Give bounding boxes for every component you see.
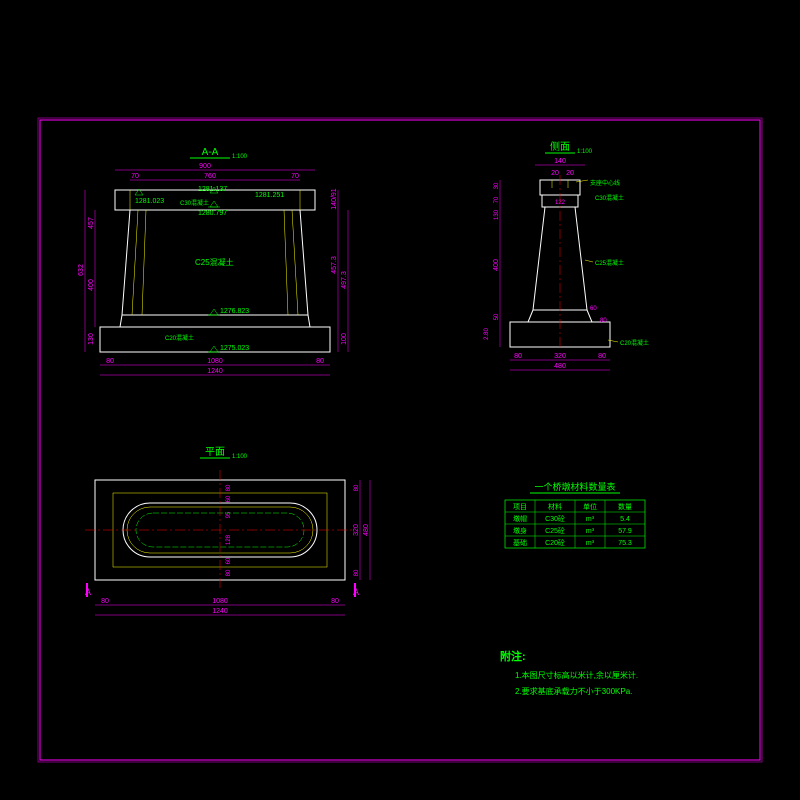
side-view-title: 侧面 [550, 140, 570, 153]
svg-text:80: 80 [354, 569, 360, 576]
svg-text:1:100: 1:100 [232, 454, 248, 460]
svg-text:70: 70 [291, 173, 299, 180]
svg-text:20: 20 [551, 170, 559, 177]
table-title: 一个桥墩材料数量表 [534, 481, 615, 492]
svg-text:457.3: 457.3 [331, 256, 338, 274]
svg-text:C30混凝土: C30混凝土 [180, 199, 209, 207]
side-view: 侧面 1:100 140 20 20 支座中心线 122 C30混凝土 C25混… [484, 140, 649, 370]
svg-text:1:100: 1:100 [577, 149, 593, 155]
svg-text:320: 320 [353, 524, 360, 536]
svg-text:C20砼: C20砼 [545, 538, 565, 547]
svg-text:m³: m³ [586, 540, 595, 547]
svg-text:C30砼: C30砼 [545, 514, 565, 523]
svg-text:100: 100 [341, 333, 348, 345]
svg-text:基础: 基础 [513, 538, 527, 547]
svg-text:1240: 1240 [207, 368, 223, 375]
svg-text:80: 80 [316, 358, 324, 365]
svg-text:C30混凝土: C30混凝土 [595, 194, 624, 202]
plan-view-title: 平面 [205, 447, 225, 458]
svg-text:墩身: 墩身 [513, 526, 527, 535]
svg-text:75.3: 75.3 [618, 540, 632, 547]
svg-text:95: 95 [226, 511, 232, 518]
svg-text:457: 457 [88, 217, 95, 229]
svg-text:A: A [85, 587, 91, 597]
svg-text:2.80: 2.80 [484, 328, 490, 340]
svg-text:60: 60 [590, 306, 597, 312]
drawing-border [40, 120, 760, 760]
svg-text:1080: 1080 [212, 598, 228, 605]
svg-text:墩帽: 墩帽 [513, 514, 527, 523]
svg-text:C25混凝土: C25混凝土 [595, 259, 624, 267]
svg-text:80: 80 [226, 569, 232, 576]
svg-text:1275.023: 1275.023 [220, 345, 249, 352]
cad-drawing: A-A 1:100 900 70 760 70 1281.023 1281.13… [0, 0, 800, 800]
svg-text:C25砼: C25砼 [545, 526, 565, 535]
svg-text:760: 760 [204, 173, 216, 180]
svg-text:m³: m³ [586, 516, 595, 523]
svg-text:1281.023: 1281.023 [135, 198, 164, 205]
svg-text:57.9: 57.9 [618, 528, 632, 535]
plan-view: 平面 1:100 A A 80 60 95 128 60 80 80 320 8… [85, 447, 370, 615]
svg-text:140: 140 [554, 158, 566, 165]
svg-text:C25混凝土: C25混凝土 [195, 257, 234, 267]
notes-title: 附注: [500, 649, 526, 663]
svg-text:m³: m³ [586, 528, 595, 535]
svg-text:632: 632 [78, 264, 85, 276]
svg-text:50: 50 [494, 313, 500, 320]
svg-text:1281.251: 1281.251 [255, 192, 284, 199]
svg-text:80: 80 [598, 353, 606, 360]
svg-text:80: 80 [514, 353, 522, 360]
svg-text:480: 480 [363, 524, 370, 536]
svg-text:1:100: 1:100 [232, 154, 248, 160]
svg-text:1276.823: 1276.823 [220, 308, 249, 315]
svg-text:20: 20 [566, 170, 574, 177]
svg-text:128: 128 [226, 534, 232, 545]
svg-text:70: 70 [494, 196, 500, 203]
svg-text:320: 320 [554, 353, 566, 360]
notes-line-2: 2.要求基底承载力不小于300KPa. [515, 686, 632, 696]
svg-text:1281.137: 1281.137 [198, 186, 227, 193]
svg-text:130: 130 [494, 209, 500, 220]
svg-text:70: 70 [131, 173, 139, 180]
svg-text:140/91: 140/91 [331, 188, 338, 210]
svg-text:80: 80 [331, 598, 339, 605]
svg-text:122: 122 [555, 200, 566, 206]
svg-text:480: 480 [554, 363, 566, 370]
notes-block: 附注: 1.本图尺寸标高以米计,余以厘米计. 2.要求基底承载力不小于300KP… [500, 649, 638, 696]
svg-text:1080: 1080 [207, 358, 223, 365]
svg-text:80: 80 [354, 484, 360, 491]
svg-text:数量: 数量 [618, 502, 632, 511]
svg-text:支座中心线: 支座中心线 [590, 179, 620, 187]
svg-text:900: 900 [199, 163, 211, 170]
svg-text:1280.797: 1280.797 [198, 210, 227, 217]
svg-text:60: 60 [226, 557, 232, 564]
notes-line-1: 1.本图尺寸标高以米计,余以厘米计. [515, 670, 638, 680]
svg-text:材料: 材料 [548, 502, 562, 511]
svg-text:80: 80 [600, 318, 607, 324]
svg-text:项目: 项目 [513, 503, 527, 511]
svg-text:130: 130 [88, 333, 95, 345]
svg-text:单位: 单位 [583, 502, 597, 511]
svg-text:A: A [353, 587, 359, 597]
svg-text:80: 80 [226, 484, 232, 491]
svg-text:400: 400 [493, 259, 500, 271]
materials-table: 一个桥墩材料数量表 项目 材料 单位 数量 墩帽 C30砼 m³ 5.4 墩身 … [505, 481, 645, 548]
svg-text:1240: 1240 [212, 608, 228, 615]
section-aa-title: A-A [202, 147, 219, 158]
svg-text:5.4: 5.4 [620, 516, 630, 523]
svg-text:400: 400 [88, 279, 95, 291]
svg-text:80: 80 [106, 358, 114, 365]
svg-text:C20混凝土: C20混凝土 [165, 334, 194, 342]
svg-text:80: 80 [101, 598, 109, 605]
svg-text:C20混凝土: C20混凝土 [620, 339, 649, 347]
svg-text:30: 30 [494, 182, 500, 189]
svg-text:497.3: 497.3 [341, 271, 348, 289]
section-aa-view: A-A 1:100 900 70 760 70 1281.023 1281.13… [78, 147, 348, 375]
svg-text:60: 60 [226, 495, 232, 502]
